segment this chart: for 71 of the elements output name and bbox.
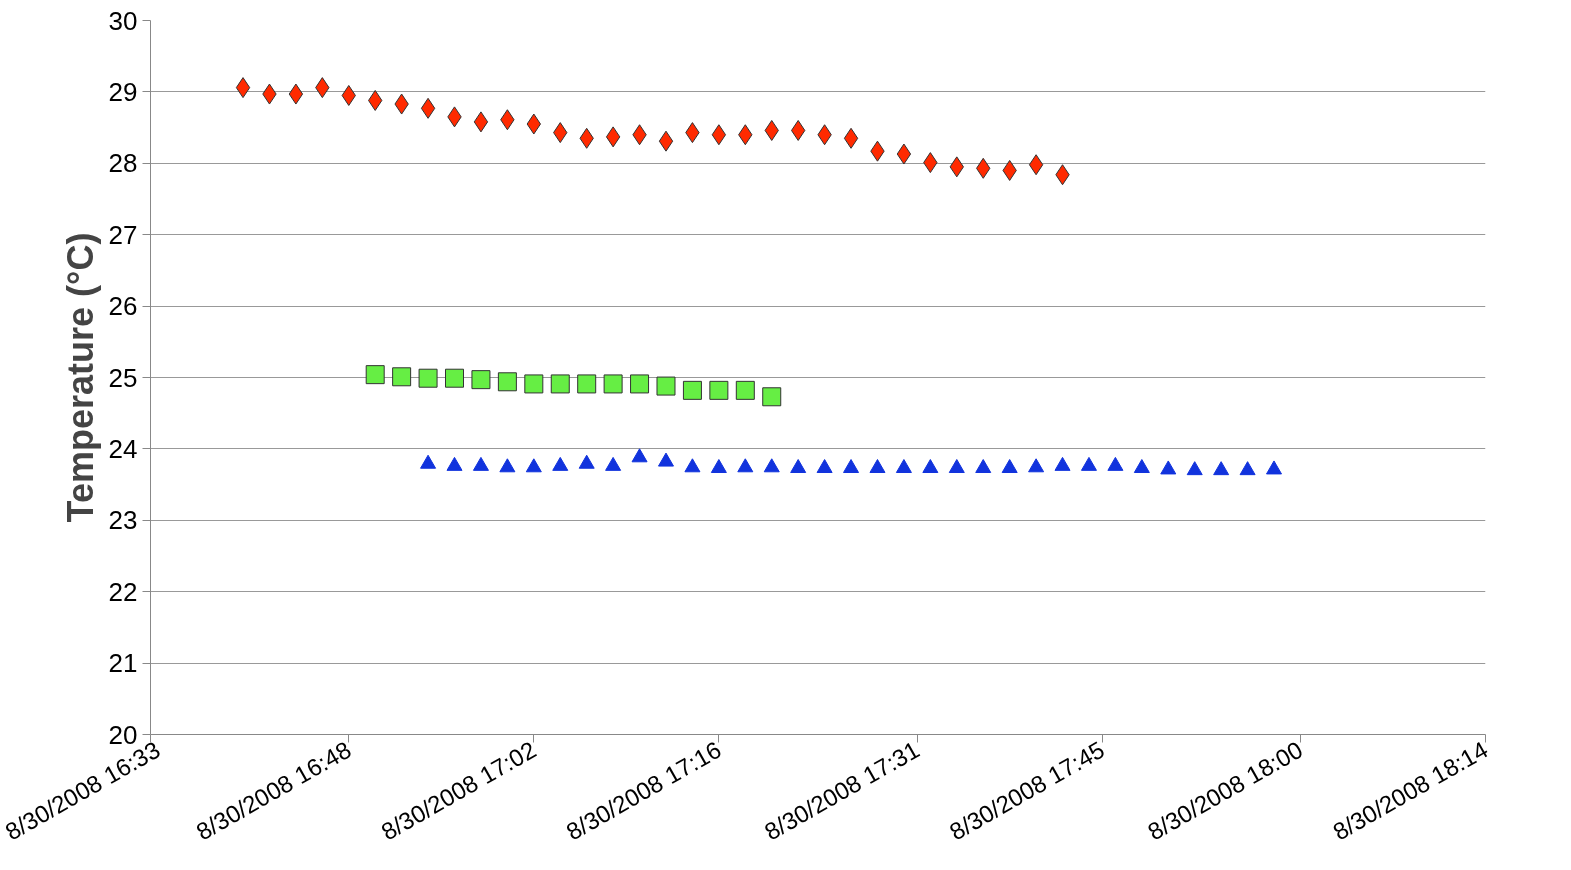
y-tick-label: 25 xyxy=(108,362,138,393)
point xyxy=(816,459,833,474)
point xyxy=(631,448,648,463)
point xyxy=(869,459,886,474)
point xyxy=(1133,459,1150,474)
point xyxy=(473,111,489,133)
point xyxy=(790,459,807,474)
point xyxy=(1028,458,1045,473)
point xyxy=(1054,456,1071,471)
y-tick-label: 27 xyxy=(108,219,138,250)
point xyxy=(392,367,412,387)
point xyxy=(1266,460,1283,475)
y-tick-label: 30 xyxy=(108,5,138,36)
point xyxy=(1107,456,1124,471)
point xyxy=(605,456,622,471)
y-tick-label: 22 xyxy=(108,576,138,607)
point xyxy=(420,97,436,119)
y-tick-label: 28 xyxy=(108,148,138,179)
point xyxy=(948,459,965,474)
point xyxy=(524,374,544,394)
point xyxy=(365,365,385,385)
point xyxy=(630,374,650,394)
point xyxy=(418,368,438,388)
point xyxy=(472,456,489,471)
y-tick-label: 21 xyxy=(108,648,138,679)
y-tick-label: 26 xyxy=(108,291,138,322)
point xyxy=(1080,456,1097,471)
point xyxy=(843,127,859,149)
point xyxy=(709,380,729,400)
point xyxy=(762,387,782,407)
point xyxy=(578,454,595,469)
point xyxy=(711,124,727,146)
point xyxy=(550,374,570,394)
point xyxy=(1160,460,1177,475)
point xyxy=(552,456,569,471)
y-tick-label: 24 xyxy=(108,433,138,464)
point xyxy=(658,130,674,152)
point xyxy=(684,458,701,473)
point xyxy=(735,380,755,400)
point xyxy=(1001,459,1018,474)
point xyxy=(288,83,304,105)
point xyxy=(656,376,676,396)
point xyxy=(1028,154,1044,176)
point xyxy=(1186,461,1203,476)
point xyxy=(658,452,674,467)
point xyxy=(420,454,437,469)
point xyxy=(446,456,463,471)
point xyxy=(525,458,542,473)
point xyxy=(499,458,516,473)
point xyxy=(1239,461,1256,476)
point xyxy=(922,459,939,474)
y-tick-label: 29 xyxy=(108,76,138,107)
y-tick-label: 20 xyxy=(108,719,138,750)
point xyxy=(577,374,597,394)
y-tick-label: 23 xyxy=(108,505,138,536)
point xyxy=(445,368,465,388)
point xyxy=(603,374,623,394)
point xyxy=(737,458,754,473)
point xyxy=(763,458,780,473)
point xyxy=(710,459,727,474)
y-axis-title: Temperature (°C) xyxy=(59,232,101,523)
point xyxy=(975,459,992,474)
point xyxy=(896,143,912,165)
point xyxy=(235,77,251,99)
point xyxy=(895,459,912,474)
point xyxy=(1213,461,1230,476)
point xyxy=(471,370,491,390)
point xyxy=(497,372,517,392)
point xyxy=(682,380,702,400)
point xyxy=(843,459,860,474)
point xyxy=(605,126,621,148)
